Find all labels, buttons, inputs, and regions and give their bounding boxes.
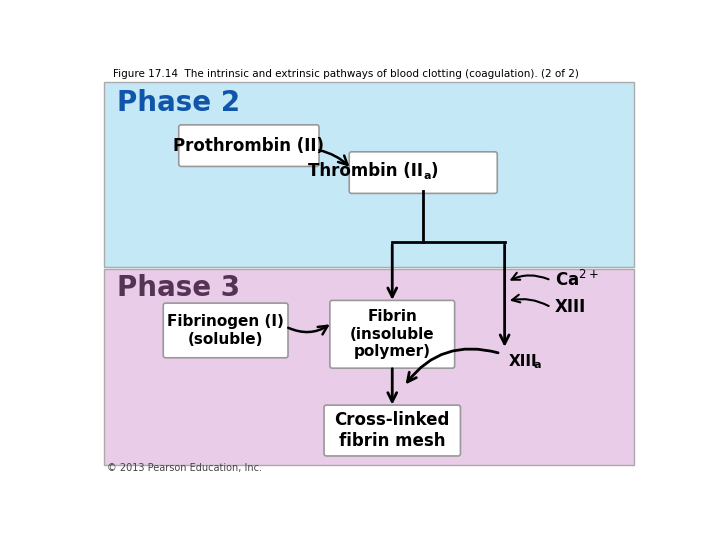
FancyBboxPatch shape (324, 405, 461, 456)
Text: Fibrinogen (I)
(soluble): Fibrinogen (I) (soluble) (167, 314, 284, 347)
Text: ): ) (431, 162, 438, 180)
Bar (104, 269, 634, 465)
FancyBboxPatch shape (349, 152, 498, 193)
Text: XIII: XIII (508, 354, 537, 369)
Text: a: a (423, 171, 431, 181)
Text: Fibrin
(insoluble
polymer): Fibrin (insoluble polymer) (350, 309, 435, 359)
Text: a: a (534, 360, 541, 370)
Text: XIII: XIII (555, 298, 586, 316)
Text: Phase 2: Phase 2 (117, 90, 240, 117)
FancyBboxPatch shape (163, 303, 288, 358)
Text: © 2013 Pearson Education, Inc.: © 2013 Pearson Education, Inc. (107, 463, 262, 473)
Text: Ca$^{2+}$: Ca$^{2+}$ (555, 271, 599, 291)
Text: Phase 3: Phase 3 (117, 274, 240, 302)
Text: Cross-linked
fibrin mesh: Cross-linked fibrin mesh (335, 411, 450, 450)
Bar (104, 82, 634, 267)
Text: Figure 17.14  The intrinsic and extrinsic pathways of blood clotting (coagulatio: Figure 17.14 The intrinsic and extrinsic… (113, 69, 579, 79)
FancyBboxPatch shape (179, 125, 319, 166)
Text: Thrombin (II: Thrombin (II (308, 162, 423, 180)
Text: Prothrombin (II): Prothrombin (II) (174, 137, 325, 154)
FancyBboxPatch shape (330, 300, 454, 368)
